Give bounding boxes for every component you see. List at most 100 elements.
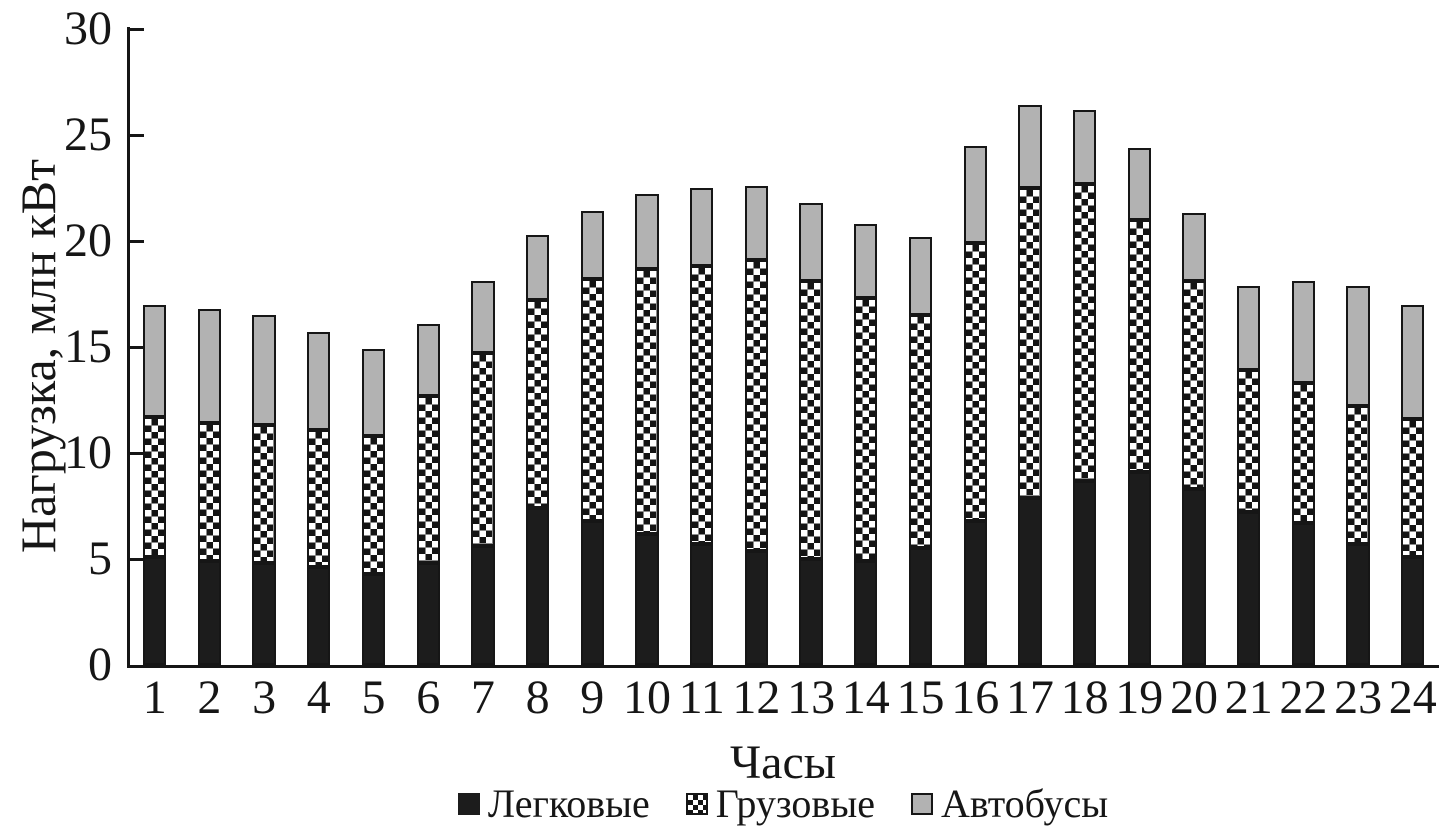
y-tick-label: 0 bbox=[88, 638, 112, 691]
bar-segment bbox=[690, 266, 714, 545]
bar-segment bbox=[1127, 472, 1151, 665]
bar-hour-17 bbox=[1018, 105, 1042, 665]
bar-segment bbox=[1072, 480, 1097, 665]
y-tick-label: 30 bbox=[64, 2, 112, 55]
bar-segment bbox=[635, 268, 659, 534]
bar-segment bbox=[580, 520, 604, 665]
bar-hour-19 bbox=[1127, 147, 1151, 665]
bar-segment bbox=[525, 508, 550, 665]
bar-segment bbox=[252, 425, 276, 564]
bar-segment bbox=[416, 395, 440, 564]
bar-segment bbox=[471, 546, 495, 665]
bar-hour-11 bbox=[690, 188, 714, 665]
bar-segment bbox=[744, 185, 769, 261]
y-tick-label: 5 bbox=[88, 532, 112, 585]
bar-hour-5 bbox=[361, 349, 386, 665]
bar-segment bbox=[1237, 370, 1261, 513]
bar-segment bbox=[1291, 281, 1316, 384]
bar-segment bbox=[1237, 512, 1261, 665]
bar-segment bbox=[799, 281, 823, 559]
x-tick-label: 11 bbox=[678, 671, 725, 724]
bar-segment bbox=[1401, 304, 1425, 420]
legend-label-buses: Автобусы bbox=[940, 781, 1109, 826]
bar-segment bbox=[799, 202, 823, 282]
bar-segment bbox=[1346, 406, 1370, 545]
bar-segment bbox=[1182, 489, 1206, 665]
bar-hour-12 bbox=[744, 185, 769, 665]
x-tick-label: 9 bbox=[580, 671, 605, 724]
legend-swatch-buses-icon bbox=[910, 793, 933, 815]
y-tick-mark bbox=[130, 27, 144, 31]
legend-item-cars: Легковые bbox=[457, 782, 650, 826]
bar-segment bbox=[1346, 544, 1370, 665]
bar-hour-22 bbox=[1291, 281, 1316, 665]
bar-hour-2 bbox=[197, 308, 222, 665]
x-tick-label: 15 bbox=[896, 671, 945, 724]
bar-segment bbox=[416, 323, 440, 396]
bar-segment bbox=[744, 260, 769, 551]
bar-segment bbox=[252, 563, 276, 665]
x-tick-label: 18 bbox=[1060, 671, 1109, 724]
bar-segment bbox=[963, 145, 987, 244]
x-tick-label: 1 bbox=[142, 671, 167, 724]
y-axis-title: Нагрузка, млн кВт bbox=[10, 159, 66, 553]
bar-segment bbox=[635, 533, 659, 665]
y-tick-label: 25 bbox=[64, 108, 112, 161]
bar-segment bbox=[361, 573, 386, 665]
x-tick-label: 17 bbox=[1005, 671, 1054, 724]
y-tick-mark bbox=[130, 345, 144, 349]
bar-segment bbox=[690, 188, 714, 267]
bar-hour-7 bbox=[471, 281, 495, 665]
bar-segment bbox=[1018, 497, 1042, 665]
bar-segment bbox=[1072, 109, 1097, 184]
bar-segment bbox=[1346, 285, 1370, 407]
legend-item-trucks: Грузовые bbox=[685, 781, 875, 826]
x-tick-label: 4 bbox=[306, 671, 331, 724]
y-tick-label: 10 bbox=[64, 426, 112, 479]
bar-segment bbox=[416, 563, 440, 665]
bar-hour-16 bbox=[963, 145, 987, 665]
y-tick-mark bbox=[130, 239, 144, 243]
bar-segment bbox=[908, 548, 933, 665]
x-tick-label: 19 bbox=[1115, 671, 1164, 724]
bar-segment bbox=[525, 234, 550, 301]
bar-segment bbox=[1401, 419, 1425, 557]
x-tick-label: 16 bbox=[951, 671, 1000, 724]
bar-segment bbox=[1182, 213, 1206, 282]
bar-segment bbox=[908, 315, 933, 549]
x-tick-label: 20 bbox=[1170, 671, 1218, 724]
x-tick-label: 6 bbox=[416, 671, 441, 724]
bar-hour-9 bbox=[580, 211, 604, 665]
bar-segment bbox=[854, 298, 878, 562]
bar-hour-1 bbox=[143, 304, 167, 665]
bar-segment bbox=[635, 194, 659, 269]
bar-hour-23 bbox=[1346, 285, 1370, 665]
x-tick-label: 12 bbox=[732, 671, 781, 724]
x-tick-label: 24 bbox=[1388, 671, 1437, 724]
y-tick-mark bbox=[130, 133, 144, 137]
bar-segment bbox=[143, 556, 167, 665]
bar-hour-13 bbox=[799, 202, 823, 665]
bar-segment bbox=[1237, 285, 1261, 371]
x-tick-label: 5 bbox=[361, 671, 386, 724]
bar-hour-8 bbox=[525, 234, 550, 665]
bar-segment bbox=[307, 429, 331, 568]
bar-segment bbox=[1182, 281, 1206, 490]
bar-segment bbox=[307, 567, 331, 665]
x-tick-label: 10 bbox=[623, 671, 671, 724]
bar-segment bbox=[197, 423, 222, 562]
bar-segment bbox=[580, 211, 604, 280]
bar-segment bbox=[361, 436, 386, 574]
legend-label-trucks: Грузовые bbox=[715, 781, 875, 826]
bar-segment bbox=[143, 416, 167, 557]
bar-hour-21 bbox=[1237, 285, 1261, 665]
bar-hour-14 bbox=[854, 224, 878, 665]
bar-segment bbox=[471, 353, 495, 547]
bar-segment bbox=[252, 315, 276, 426]
x-tick-label: 8 bbox=[525, 671, 550, 724]
legend-item-buses: Автобусы bbox=[910, 781, 1109, 826]
bar-hour-10 bbox=[635, 194, 659, 665]
x-tick-label: 22 bbox=[1279, 671, 1328, 724]
bar-hour-4 bbox=[307, 332, 331, 665]
x-tick-label: 23 bbox=[1334, 671, 1383, 724]
